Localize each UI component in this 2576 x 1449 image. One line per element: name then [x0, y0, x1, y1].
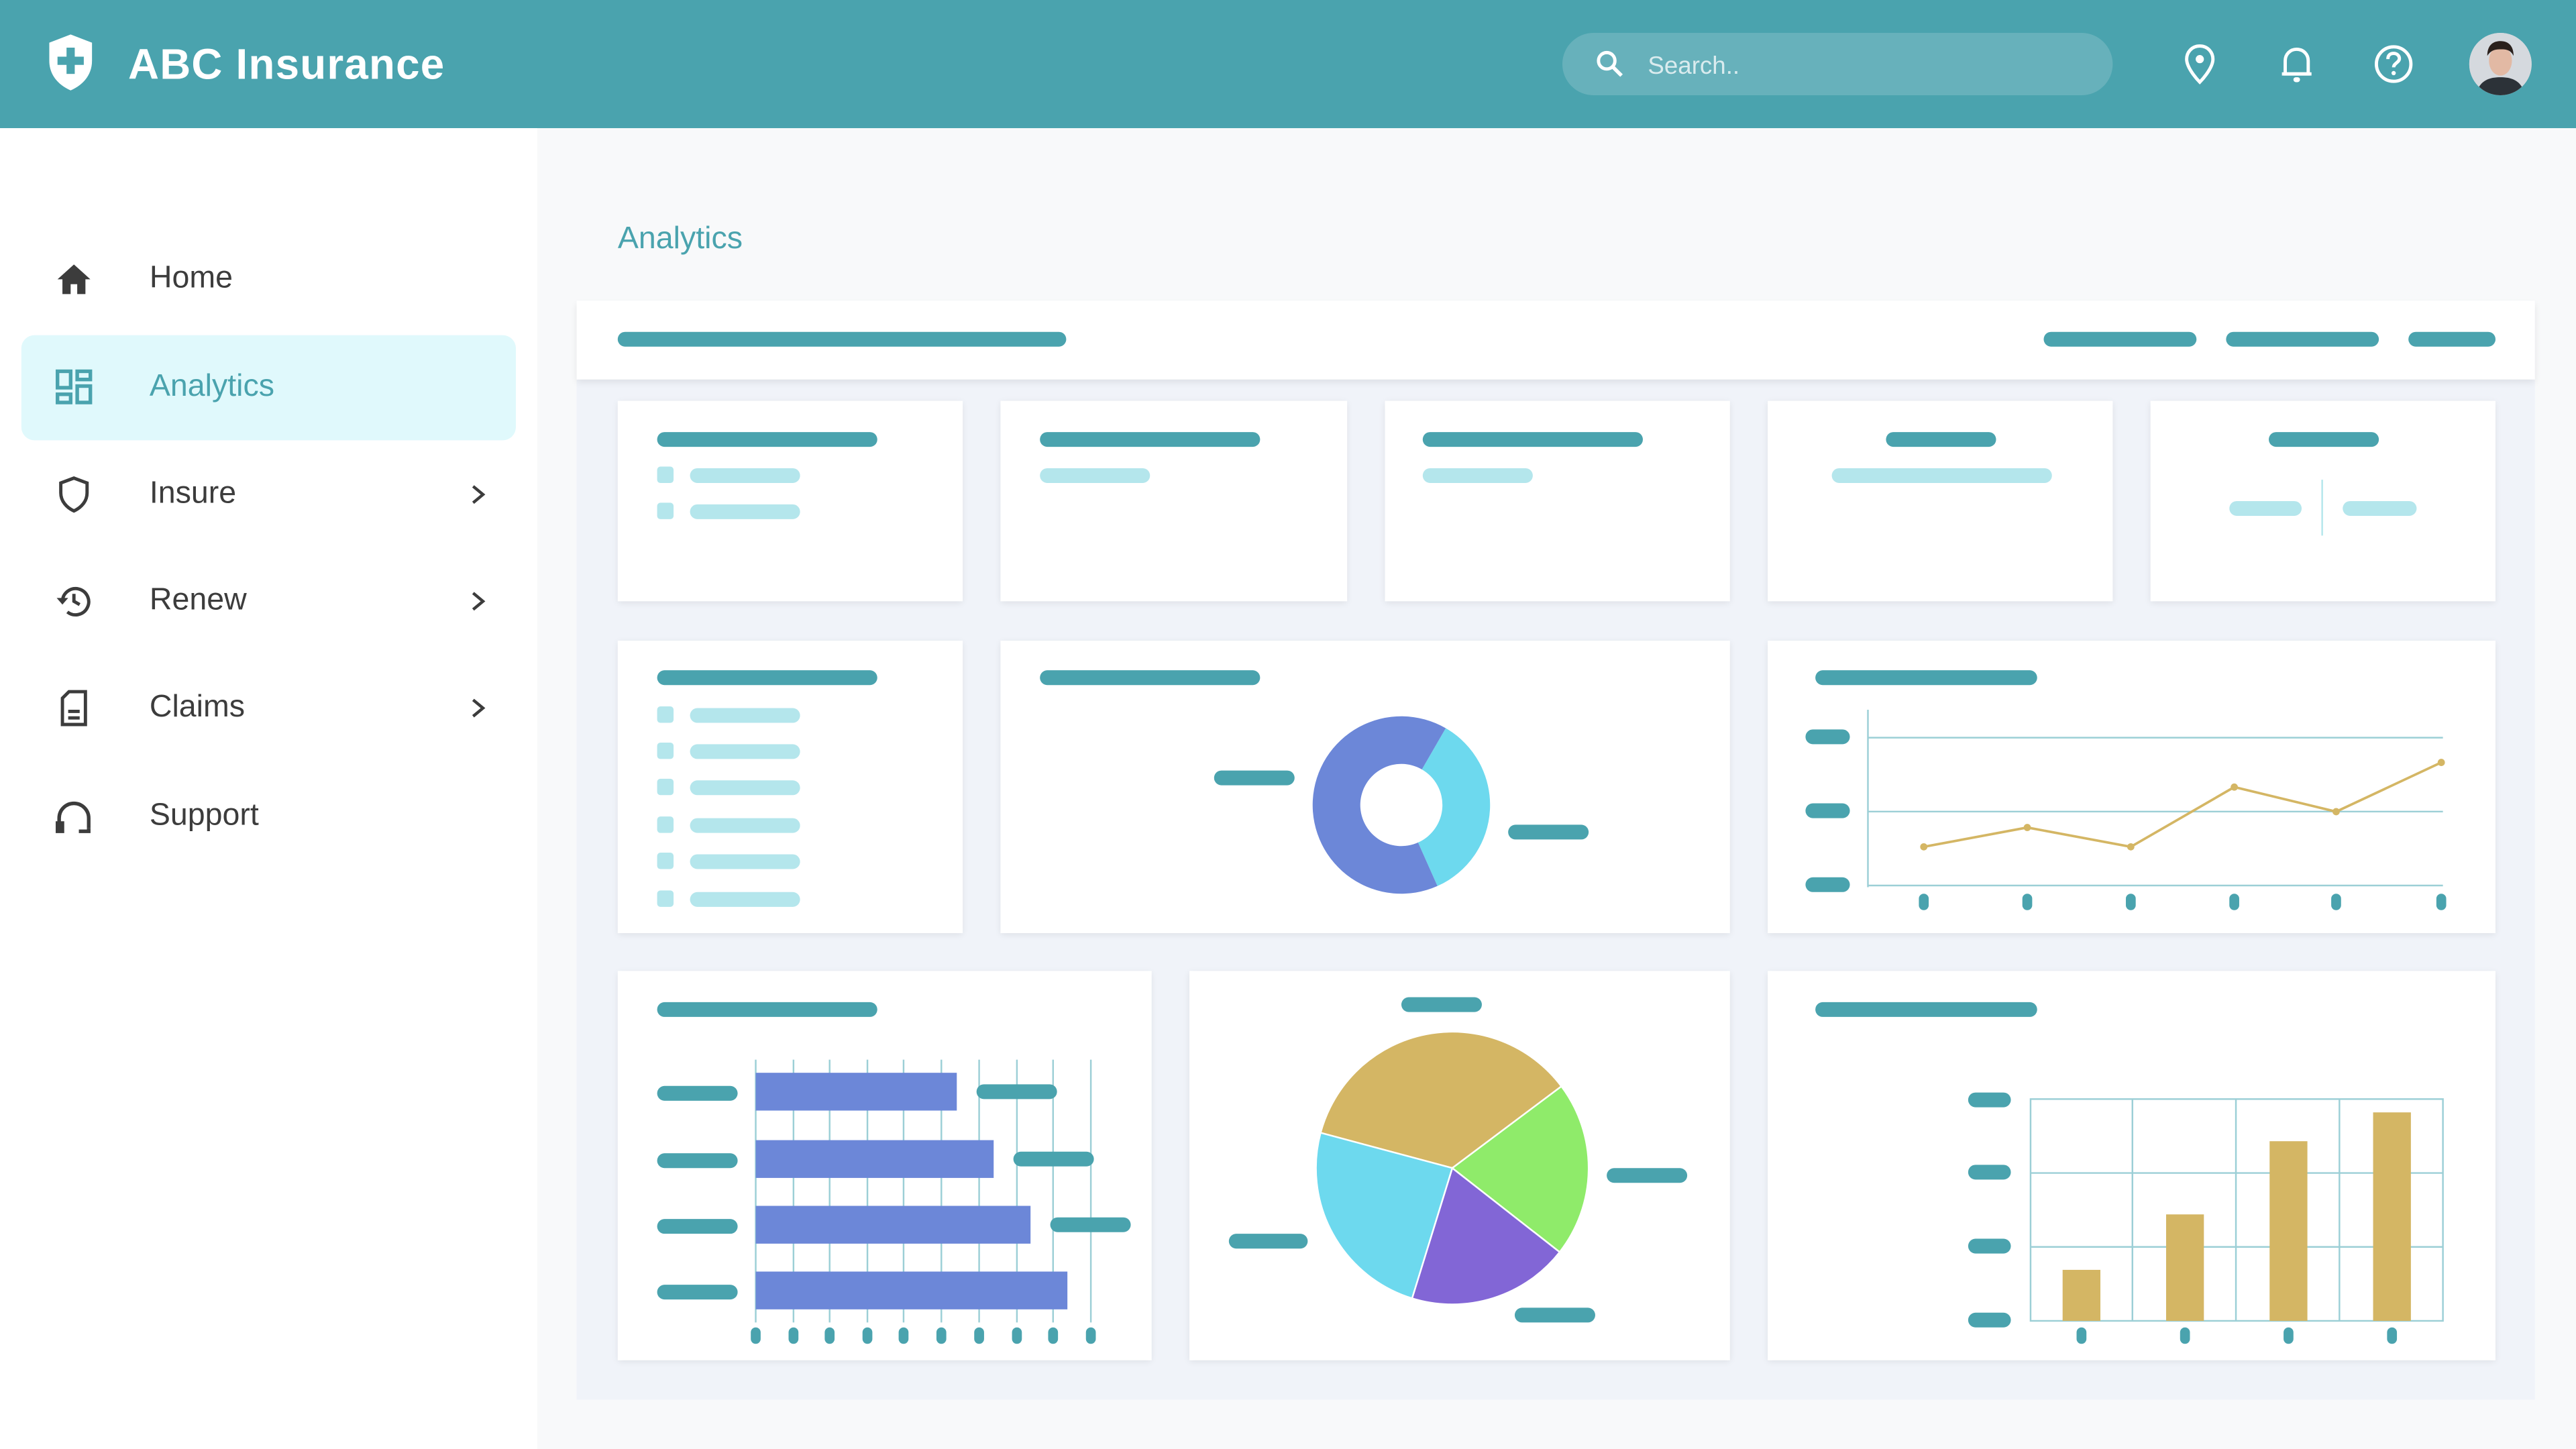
placeholder-bar [1968, 1311, 2011, 1327]
placeholder-bar [657, 1152, 738, 1168]
placeholder-square [657, 706, 674, 723]
help-icon[interactable] [2372, 43, 2415, 86]
sidebar-item-label: Renew [149, 583, 247, 618]
sidebar-item-home[interactable]: Home [21, 227, 516, 332]
placeholder-bar [657, 1218, 738, 1233]
page-title: Analytics [617, 221, 743, 257]
placeholder-bar [2343, 500, 2417, 515]
placeholder-bar [1514, 1307, 1595, 1322]
placeholder-bar [690, 743, 800, 759]
placeholder-square [657, 816, 674, 833]
stat-card-4[interactable] [1768, 400, 2113, 602]
placeholder-bar [690, 853, 800, 869]
stat-card-1[interactable] [617, 400, 963, 602]
placeholder-square [657, 502, 674, 519]
avatar[interactable] [2469, 32, 2532, 96]
placeholder-bar [1040, 669, 1260, 685]
placeholder-bar [1214, 769, 1295, 785]
placeholder-bar [1401, 996, 1482, 1012]
history-icon [56, 586, 91, 616]
placeholder-bar [657, 1283, 738, 1299]
chevron-right-icon [472, 485, 486, 504]
bell-icon[interactable] [2275, 43, 2318, 86]
sidebar-item-label: Support [149, 798, 259, 833]
placeholder-bar [1968, 1238, 2011, 1253]
placeholder-bar [1815, 1001, 2037, 1016]
pie-chart-card[interactable] [1189, 971, 1730, 1360]
placeholder-bar [617, 331, 1067, 346]
sidebar-item-label: Claims [149, 690, 246, 725]
sidebar-item-label: Home [149, 261, 233, 296]
shield-plus-logo-icon [49, 34, 93, 91]
placeholder-bar [2408, 331, 2496, 346]
placeholder-bar [657, 431, 877, 446]
placeholder-bar [1805, 876, 1850, 892]
placeholder-bar [1886, 431, 1996, 446]
placeholder-bar [690, 817, 800, 833]
location-pin-icon[interactable] [2178, 43, 2221, 86]
placeholder-bar [1815, 669, 2037, 685]
chevron-right-icon [472, 698, 486, 718]
placeholder-square [657, 853, 674, 869]
placeholder-bar [1607, 1167, 1688, 1183]
placeholder-square [657, 742, 674, 759]
placeholder-bar [1805, 802, 1850, 818]
shield-icon [59, 476, 89, 513]
placeholder-bar [1228, 1232, 1308, 1248]
placeholder-bar [1805, 729, 1850, 744]
sidebar: Home Analytics Insure Renew Claims Suppo… [0, 128, 537, 1449]
placeholder-bar [690, 891, 800, 906]
placeholder-bar [2043, 331, 2197, 346]
placeholder-bar [690, 467, 800, 482]
home-icon [57, 264, 91, 294]
line-chart-card[interactable] [1768, 641, 2496, 934]
sidebar-item-insure[interactable]: Insure [21, 442, 516, 547]
placeholder-square [657, 466, 674, 484]
donut-chart-card[interactable] [1000, 641, 1730, 934]
placeholder-bar [690, 780, 800, 795]
placeholder-bar [1040, 467, 1150, 482]
placeholder-bar [2229, 500, 2302, 515]
top-header: ABC Insurance [0, 0, 2576, 129]
divider [2321, 480, 2323, 536]
placeholder-bar [657, 1085, 738, 1100]
search-input[interactable] [1644, 32, 2095, 99]
placeholder-bar [1040, 431, 1260, 446]
sidebar-item-label: Insure [149, 476, 237, 511]
placeholder-bar [1508, 824, 1589, 839]
placeholder-bar [1831, 467, 2052, 482]
bar-chart-card[interactable] [1768, 971, 2496, 1360]
placeholder-bar [657, 669, 877, 685]
placeholder-bar [690, 503, 800, 519]
placeholder-square [657, 778, 674, 796]
sidebar-item-label: Analytics [149, 370, 275, 405]
chevron-right-icon [472, 592, 486, 611]
sidebar-item-claims[interactable]: Claims [21, 655, 516, 761]
headset-icon [56, 801, 91, 833]
search-box[interactable] [1562, 32, 2113, 99]
placeholder-bar [657, 1001, 877, 1016]
sidebar-item-support[interactable]: Support [21, 764, 516, 869]
sidebar-item-analytics[interactable]: Analytics [21, 335, 516, 441]
sidebar-item-renew[interactable]: Renew [21, 549, 516, 654]
placeholder-bar [1968, 1091, 2011, 1107]
placeholder-bar [1422, 431, 1643, 446]
dashboard-icon [56, 369, 93, 405]
placeholder-bar [1968, 1164, 2011, 1179]
placeholder-bar [1422, 467, 1533, 482]
stat-card-3[interactable] [1385, 400, 1730, 602]
placeholder-bar [690, 707, 800, 722]
placeholder-bar [2269, 431, 2379, 446]
app-title: ABC Insurance [128, 39, 445, 89]
placeholder-bar [2226, 331, 2379, 346]
stat-card-2[interactable] [1000, 400, 1348, 602]
placeholder-square [657, 890, 674, 907]
document-icon [60, 690, 87, 727]
search-icon [1597, 50, 1623, 77]
